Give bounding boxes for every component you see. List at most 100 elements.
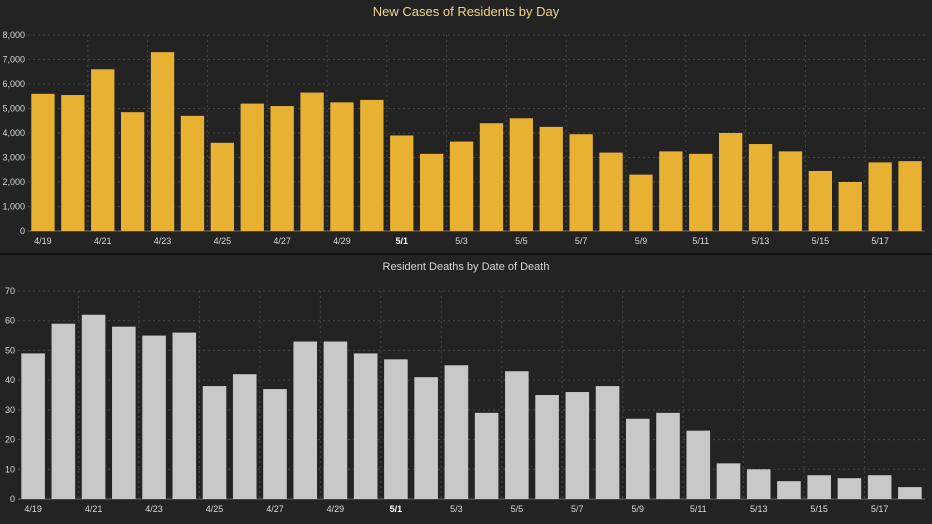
cases-bar[interactable]: 4/24: 4700 bbox=[180, 115, 205, 231]
cases-bar[interactable]: 4/28: 5650 bbox=[300, 92, 324, 231]
cases-bar[interactable]: 5/7: 3950 bbox=[569, 134, 593, 231]
cases-y-tick-label: 5,000 bbox=[2, 104, 25, 114]
deaths-bar[interactable]: 4/20: 59 bbox=[51, 323, 76, 499]
deaths-bar[interactable]: 4/21: 62 bbox=[81, 314, 106, 499]
deaths-bar[interactable]: 5/18: 4 bbox=[898, 487, 922, 499]
deaths-bar[interactable]: 5/4: 29 bbox=[474, 412, 499, 499]
cases-bar[interactable]: 5/8: 3200 bbox=[599, 152, 623, 231]
cases-bar[interactable]: 4/26: 5200 bbox=[240, 103, 264, 231]
cases-bar[interactable]: 4/25: 3600 bbox=[210, 142, 235, 231]
deaths-y-tick-label: 20 bbox=[5, 435, 15, 445]
deaths-y-tick-label: 40 bbox=[5, 375, 15, 385]
deaths-grid bbox=[18, 290, 925, 500]
deaths-x-tick-label: 5/13 bbox=[750, 504, 768, 514]
deaths-x-tick-label: 4/29 bbox=[327, 504, 345, 514]
cases-bar[interactable]: 5/16: 2000 bbox=[838, 182, 862, 231]
cases-y-tick-label: 6,000 bbox=[2, 79, 25, 89]
deaths-x-tick-label: 5/1 bbox=[390, 504, 403, 514]
deaths-bar[interactable]: 5/13: 10 bbox=[746, 469, 771, 499]
cases-y-tick-label: 1,000 bbox=[2, 202, 25, 212]
deaths-bar[interactable]: 5/11: 23 bbox=[686, 430, 711, 499]
cases-x-tick-label: 4/29 bbox=[333, 236, 351, 246]
cases-x-tick-label: 4/23 bbox=[154, 236, 172, 246]
deaths-x-tick-label: 4/21 bbox=[85, 504, 103, 514]
cases-bar[interactable]: 4/22: 4850 bbox=[120, 112, 145, 231]
cases-bar[interactable]: 4/19: 5600 bbox=[31, 93, 55, 231]
cases-bar[interactable]: 4/30: 5350 bbox=[360, 99, 384, 231]
deaths-bar[interactable]: 4/22: 58 bbox=[112, 326, 136, 499]
cases-bar[interactable]: 5/4: 4400 bbox=[479, 123, 504, 231]
cases-y-tick-label: 7,000 bbox=[2, 55, 25, 65]
cases-bar[interactable]: 4/23: 7300 bbox=[150, 52, 175, 232]
cases-bar[interactable]: 5/9: 2300 bbox=[629, 174, 653, 231]
cases-bar[interactable]: 5/6: 4250 bbox=[539, 126, 563, 231]
deaths-x-axis: 4/19 4/21 4/23 4/25 4/27 4/29 5/1 5/3 5/5 5/7 5/9 5… bbox=[24, 504, 888, 514]
cases-chart-title: New Cases of Residents by Day bbox=[373, 4, 560, 19]
deaths-x-tick-label: 5/5 bbox=[511, 504, 524, 514]
cases-bar[interactable]: 4/21: 6600 bbox=[91, 69, 115, 231]
deaths-x-tick-label: 4/23 bbox=[145, 504, 163, 514]
deaths-bar[interactable]: 4/28: 53 bbox=[293, 341, 318, 499]
cases-y-tick-label: 3,000 bbox=[2, 153, 25, 163]
cases-bar[interactable]: 5/15: 2450 bbox=[808, 170, 833, 231]
deaths-x-tick-label: 5/15 bbox=[810, 504, 828, 514]
cases-bar[interactable]: 5/3: 3650 bbox=[449, 141, 474, 231]
cases-x-tick-label: 4/21 bbox=[94, 236, 112, 246]
deaths-y-tick-label: 70 bbox=[5, 286, 15, 296]
deaths-bar[interactable]: 4/26: 42 bbox=[232, 374, 257, 499]
cases-bar[interactable]: 5/14: 3250 bbox=[778, 151, 803, 231]
cases-bar[interactable]: 5/18: 2850 bbox=[898, 161, 922, 231]
cases-bar[interactable]: 5/13: 3550 bbox=[748, 144, 773, 231]
cases-bars: 4/19: 56004/20: 55504/21: 66004/22: 4850… bbox=[31, 52, 922, 232]
deaths-bar[interactable]: 4/30: 49 bbox=[353, 353, 378, 499]
deaths-y-tick-label: 10 bbox=[5, 464, 15, 474]
deaths-bar[interactable]: 5/9: 27 bbox=[625, 418, 650, 499]
cases-y-tick-label: 8,000 bbox=[2, 30, 25, 40]
deaths-x-tick-label: 4/19 bbox=[24, 504, 42, 514]
deaths-bar[interactable]: 4/23: 55 bbox=[142, 335, 166, 499]
cases-y-tick-label: 0 bbox=[20, 226, 25, 236]
cases-bar[interactable]: 5/1: 3900 bbox=[390, 135, 414, 231]
deaths-bar[interactable]: 4/27: 37 bbox=[263, 389, 287, 499]
deaths-bar[interactable]: 5/5: 43 bbox=[505, 371, 529, 499]
deaths-bar[interactable]: 5/12: 12 bbox=[716, 463, 741, 499]
cases-bar[interactable]: 5/17: 2800 bbox=[868, 162, 892, 231]
cases-x-tick-label: 4/25 bbox=[214, 236, 232, 246]
deaths-bar[interactable]: 4/24: 56 bbox=[172, 332, 197, 499]
cases-x-tick-label: 5/17 bbox=[871, 236, 889, 246]
deaths-bar[interactable]: 4/29: 53 bbox=[323, 341, 348, 499]
cases-x-tick-label: 5/7 bbox=[575, 236, 588, 246]
deaths-bar[interactable]: 5/8: 38 bbox=[595, 386, 620, 499]
deaths-bar[interactable]: 5/10: 29 bbox=[656, 412, 680, 499]
deaths-bar[interactable]: 5/14: 6 bbox=[777, 481, 801, 499]
cases-x-tick-label: 5/11 bbox=[692, 236, 709, 246]
cases-bar[interactable]: 5/12: 4000 bbox=[718, 133, 743, 231]
cases-bar[interactable]: 4/20: 5550 bbox=[61, 95, 85, 232]
cases-y-axis: 0 1,000 2,000 3,000 4,000 5,000 6,000 7,000 8,00… bbox=[2, 30, 25, 236]
cases-bar[interactable]: 4/29: 5250 bbox=[330, 102, 354, 231]
deaths-bar[interactable]: 4/25: 38 bbox=[202, 386, 227, 499]
deaths-bar[interactable]: 5/3: 45 bbox=[444, 365, 469, 499]
deaths-bar[interactable]: 5/1: 47 bbox=[384, 359, 408, 499]
deaths-chart: Resident Deaths by Date of Death 4/19: 4… bbox=[5, 261, 925, 514]
cases-bar[interactable]: 4/27: 5100 bbox=[270, 106, 294, 231]
deaths-bar[interactable]: 5/2: 41 bbox=[414, 377, 438, 499]
cases-bar[interactable]: 5/11: 3150 bbox=[689, 153, 713, 231]
cases-bar[interactable]: 5/5: 4600 bbox=[509, 118, 534, 231]
deaths-x-tick-label: 5/3 bbox=[450, 504, 463, 514]
deaths-bar[interactable]: 5/17: 8 bbox=[867, 475, 892, 499]
deaths-y-tick-label: 60 bbox=[5, 316, 15, 326]
cases-bar[interactable]: 5/2: 3150 bbox=[419, 153, 444, 231]
cases-bar[interactable]: 5/10: 3250 bbox=[659, 151, 683, 231]
deaths-chart-title: Resident Deaths by Date of Death bbox=[383, 261, 550, 273]
deaths-x-tick-label: 5/17 bbox=[871, 504, 889, 514]
cases-x-tick-label: 4/27 bbox=[273, 236, 291, 246]
deaths-bar[interactable]: 4/19: 49 bbox=[21, 353, 45, 499]
deaths-bar[interactable]: 5/16: 7 bbox=[837, 478, 862, 499]
cases-grid bbox=[28, 34, 925, 232]
deaths-bar[interactable]: 5/15: 8 bbox=[807, 475, 831, 499]
deaths-x-tick-label: 4/25 bbox=[206, 504, 224, 514]
deaths-bar[interactable]: 5/7: 36 bbox=[565, 392, 590, 499]
deaths-bar[interactable]: 5/6: 35 bbox=[535, 395, 559, 499]
